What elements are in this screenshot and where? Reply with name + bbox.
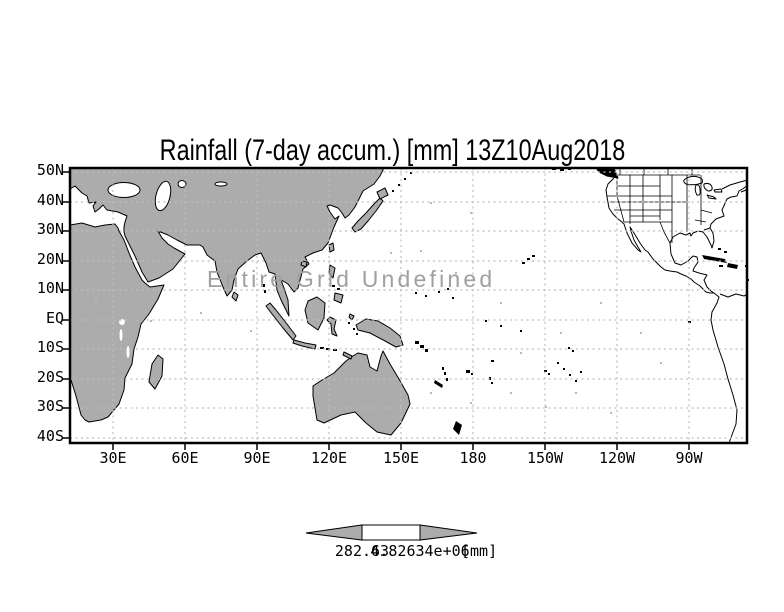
colorbar-right-arrow	[419, 524, 478, 541]
landmass-layer	[69, 167, 411, 436]
lake-malawi	[126, 346, 130, 358]
africa-landmass	[69, 222, 165, 423]
japan-hokkaido-island	[376, 187, 389, 200]
sa-north-coast	[719, 293, 749, 298]
lake-tanganyika	[119, 329, 123, 341]
eurasia-landmass	[69, 167, 385, 317]
bc-coast-blob	[595, 167, 619, 179]
lat-label-30s: 30S	[36, 397, 64, 415]
taiwan-island	[328, 242, 335, 253]
lat-label-50n: 50N	[36, 161, 64, 179]
lake-superior	[683, 175, 703, 186]
new-zealand-north-island	[453, 421, 462, 435]
lake-ontario	[713, 188, 723, 193]
java-island	[292, 339, 317, 350]
plot-title: Rainfall (7-day accum.) [mm] 13Z10Aug201…	[0, 134, 784, 168]
lon-label-90e: 90E	[243, 449, 271, 467]
lat-label-40n: 40N	[36, 191, 64, 209]
colorbar-box	[361, 524, 421, 541]
lon-label-150e: 150E	[382, 449, 420, 467]
gulf-mexico-south-coast	[669, 242, 715, 294]
colorbar-arrow	[305, 524, 478, 541]
na-east-coast	[709, 184, 749, 229]
inland-seas-layer	[107, 180, 228, 358]
gulf-mexico-us-coast	[669, 227, 715, 249]
axis-ticks	[62, 171, 690, 450]
st-lawrence-line	[721, 179, 749, 190]
lon-label-180: 180	[459, 449, 487, 467]
lat-label-10s: 10S	[36, 338, 64, 356]
timor-island	[342, 351, 353, 360]
lon-label-120w: 120W	[598, 449, 636, 467]
lat-label-20n: 20N	[36, 250, 64, 268]
north-america-layer	[595, 167, 749, 444]
map-frame	[62, 166, 749, 450]
colorbar-min-value: 282.63	[334, 542, 390, 560]
japan-honshu-island	[351, 197, 384, 233]
lake-balkhash	[214, 181, 228, 187]
sulawesi-island	[326, 316, 338, 337]
cuba-island	[702, 255, 727, 263]
hispaniola-island	[727, 263, 738, 269]
lon-label-120e: 120E	[310, 449, 348, 467]
luzon-island	[328, 264, 336, 279]
na-west-coast	[605, 177, 738, 444]
lake-michigan	[694, 184, 701, 196]
madagascar-island	[148, 354, 164, 390]
colorbar-left-arrow	[305, 524, 363, 541]
lat-label-30n: 30N	[36, 220, 64, 238]
lon-label-60e: 60E	[171, 449, 199, 467]
lat-label-eq: EQ	[45, 309, 64, 327]
lat-label-10n: 10N	[36, 279, 64, 297]
new-caledonia-island	[434, 380, 443, 388]
lon-label-150w: 150W	[526, 449, 564, 467]
lat-label-20s: 20S	[36, 368, 64, 386]
borneo-island	[304, 296, 326, 331]
speckles-layer	[95, 202, 662, 414]
lat-label-40s: 40S	[36, 427, 64, 445]
mindanao-island	[333, 292, 344, 304]
lake-erie	[706, 194, 717, 200]
sumatra-island	[265, 302, 297, 341]
lon-label-30e: 30E	[99, 449, 127, 467]
plot-title-text: Rainfall (7-day accum.) [mm] 13Z10Aug201…	[159, 134, 625, 167]
colorbar-max-value: 4.82634e+06	[370, 542, 470, 560]
lake-huron	[703, 182, 713, 192]
srilanka-island	[231, 291, 239, 302]
graticule-layer	[70, 168, 747, 443]
lon-label-90w: 90W	[675, 449, 703, 467]
newguinea-island	[355, 318, 404, 348]
hainan-island	[300, 260, 308, 268]
black-sea	[107, 182, 141, 198]
undefined-grid-watermark: Entire Grid Undefined	[207, 266, 496, 292]
halmahera-island	[348, 313, 355, 321]
colorbar-unit: [mm]	[461, 542, 498, 560]
australia-landmass	[312, 350, 411, 436]
caspian-sea	[154, 180, 172, 212]
aral-sea	[177, 180, 187, 188]
